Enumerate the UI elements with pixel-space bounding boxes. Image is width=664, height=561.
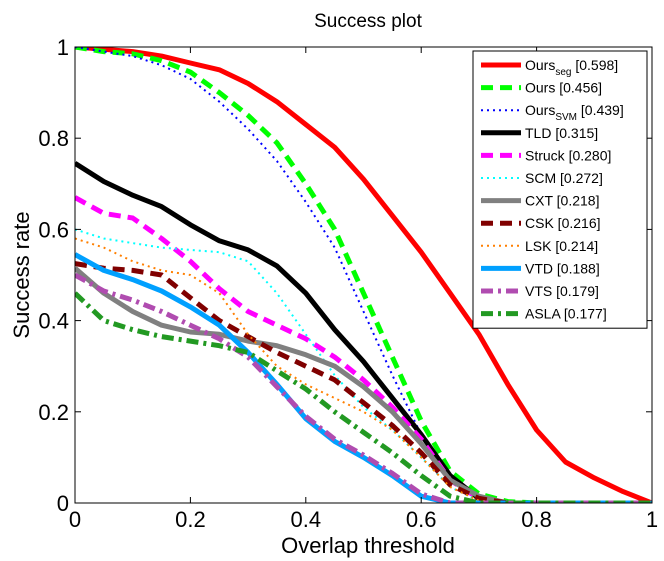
series-line-tld-3 [75,161,652,503]
series-layer [75,47,652,503]
legend-entry: CSK [0.216] [525,215,601,231]
x-tick-label: 0.6 [406,507,437,532]
y-tick-label: 0.2 [38,400,69,425]
legend-entry: LSK [0.214] [525,238,598,254]
legend-box [472,50,648,329]
y-tick-label: 1 [57,35,69,60]
x-tick-label: 1 [646,507,658,532]
x-tick-label: 0.4 [291,507,322,532]
legend-entry: ASLA [0.177] [525,306,607,322]
series-line-cxt-6 [75,266,652,503]
legend-entry: VTD [0.188] [525,260,600,276]
legend-entry: OursSVM [0.439] [525,102,624,123]
series-line-ours-svm-2 [75,47,652,503]
x-tick-label: 0 [69,507,81,532]
legend-entry: Struck [0.280] [525,147,611,163]
series-line-lsk-8 [75,237,652,503]
legend-entry: VTS [0.179] [525,283,599,299]
x-tick-label: 0.8 [521,507,552,532]
y-tick-label: 0 [57,491,69,516]
axes-layer: 00 0.2 0.2 0.4 0.4 0.6 0.6 0.8 0.8 1 1 [38,35,658,532]
legend: Oursseg [0.598] Ours [0.456] OursSVM [0.43… [472,50,648,329]
chart-title: Success plot [314,11,422,32]
legend-entry: SCM [0.272] [525,170,603,186]
legend-entry: TLD [0.315] [525,125,598,141]
legend-entry: Oursseg [0.598] [525,57,618,78]
series-line-struck-4 [75,195,652,503]
x-axis-label: Overlap threshold [281,533,455,558]
legend-entry: Ours [0.456] [525,80,602,96]
y-tick-label: 0.8 [38,126,69,151]
y-tick-label: 0.4 [38,309,69,334]
series-line-vtd-9 [75,252,652,503]
series-line-asla-11 [75,291,652,503]
series-line-ours-seg-0 [75,47,652,503]
series-line-csk-7 [75,261,652,503]
series-line-ours-1 [75,47,652,503]
x-tick-label: 0.2 [175,507,206,532]
series-line-vts-10 [75,272,652,503]
legend-entry: CXT [0.218] [525,193,599,209]
y-tick-label: 0.6 [38,217,69,242]
plot-frame [74,46,653,504]
y-axis-label: Success rate [9,211,34,338]
